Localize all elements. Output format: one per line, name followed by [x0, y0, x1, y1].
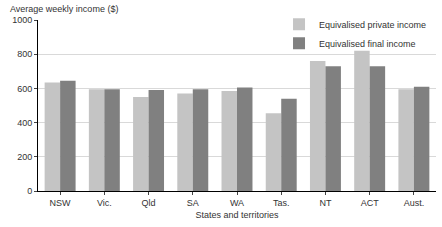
svg-text:Vic.: Vic. — [97, 198, 112, 208]
svg-text:WA: WA — [230, 198, 244, 208]
svg-text:Equivalised private income: Equivalised private income — [319, 20, 426, 30]
svg-text:Equivalised final income: Equivalised final income — [319, 39, 416, 49]
svg-text:Qld: Qld — [142, 198, 156, 208]
svg-text:400: 400 — [17, 118, 32, 128]
svg-text:200: 200 — [17, 152, 32, 162]
svg-text:1000: 1000 — [12, 15, 32, 25]
svg-text:Tas.: Tas. — [273, 198, 290, 208]
svg-text:600: 600 — [17, 84, 32, 94]
svg-text:Aust.: Aust. — [404, 198, 425, 208]
svg-text:States and territories: States and territories — [195, 210, 279, 220]
svg-text:800: 800 — [17, 49, 32, 59]
svg-text:ACT: ACT — [361, 198, 380, 208]
svg-text:SA: SA — [187, 198, 199, 208]
svg-text:0: 0 — [27, 186, 32, 196]
svg-text:NT: NT — [319, 198, 331, 208]
svg-text:NSW: NSW — [50, 198, 72, 208]
svg-text:Average weekly income ($): Average weekly income ($) — [10, 4, 118, 14]
